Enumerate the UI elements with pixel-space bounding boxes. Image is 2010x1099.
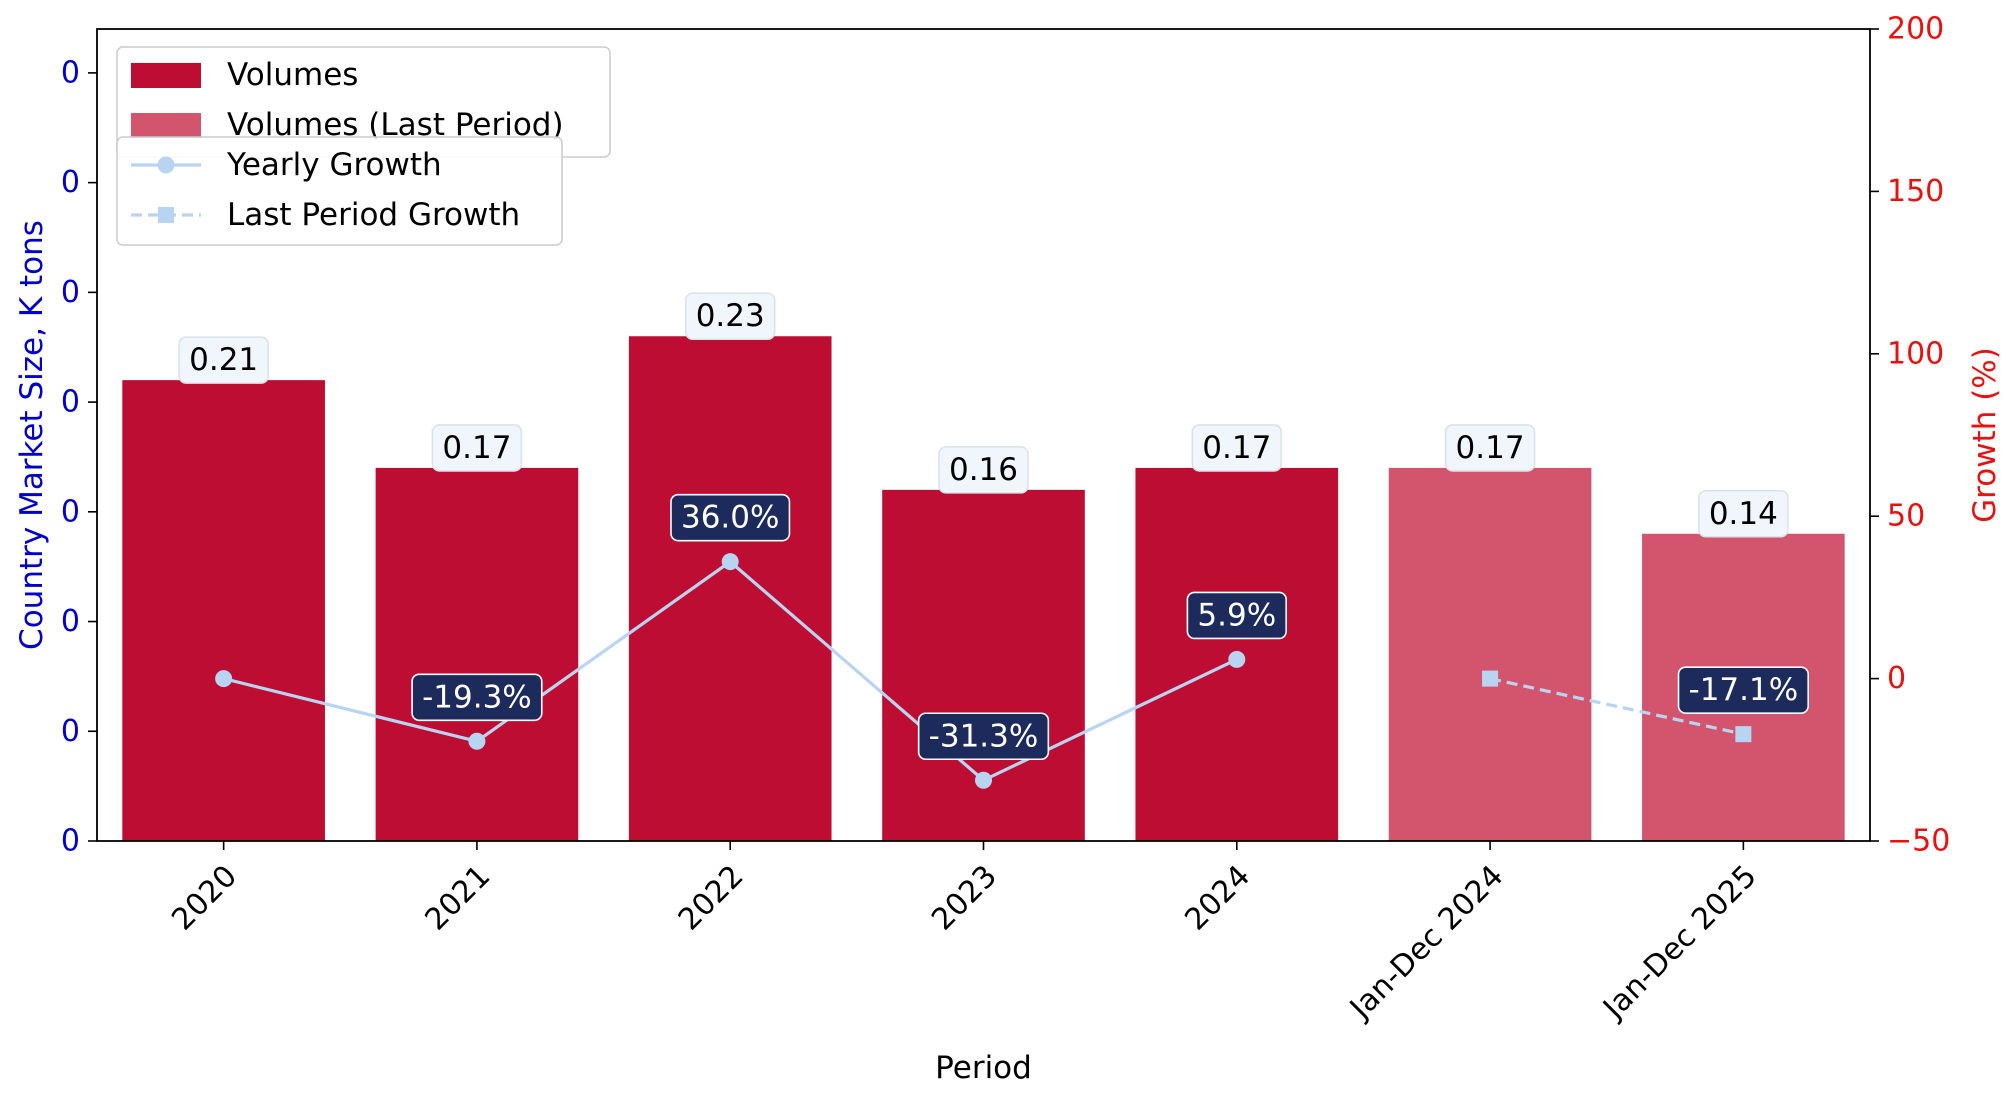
x-tick-label: 2023 (925, 859, 1004, 938)
lines-layer (215, 553, 1752, 789)
bar (1388, 467, 1592, 841)
bar-value-label-box (684, 292, 776, 341)
growth-line (1489, 677, 1744, 736)
bar-value-label-box (1191, 424, 1283, 472)
x-tick-label: 2022 (672, 859, 751, 938)
growth-value-label-box (917, 712, 1050, 761)
labels-layer: 0.21 0.17 0.23 0.16 0.17 0.17 0.14 -19.3% 36.0% -… (178, 292, 1809, 761)
x-tick-label: 2020 (165, 859, 244, 938)
growth-value-label: -17.1% (1677, 666, 1809, 714)
y-tick-label: 0 (61, 824, 80, 859)
legend-marker (158, 207, 174, 223)
x-tick-label: 2024 (1178, 859, 1257, 938)
bar-value-label: 0.17 (1191, 424, 1283, 472)
bar (375, 467, 579, 841)
bar-value-label-box (431, 424, 523, 472)
y-tick-label: 0 (61, 604, 80, 639)
growth-point (468, 732, 486, 750)
x-tick-label: Jan-Dec 2025 (1595, 859, 1763, 1027)
growth-value-label-box (670, 493, 791, 542)
y-tick-label: 0 (61, 714, 80, 749)
growth-value-label-box (1677, 666, 1809, 714)
growth-value-label-text: -19.3% (422, 679, 532, 715)
legend-box (116, 136, 563, 246)
legend-swatch (131, 113, 201, 138)
legend-label: Yearly Growth (226, 147, 442, 183)
y-right-tick-label: 0 (1887, 661, 1906, 696)
growth-point (975, 771, 992, 789)
x-axis-title: Period (935, 1050, 1032, 1086)
x-tick-label: 2021 (419, 859, 498, 938)
growth-point (1482, 670, 1499, 687)
y-tick-label: 0 (61, 385, 80, 420)
bars-layer (122, 336, 1845, 841)
growth-value-label: -31.3% (917, 712, 1050, 761)
y-right-axis-title: Growth (%) (1967, 347, 2003, 523)
y-tick-label: 0 (61, 275, 80, 310)
bar-value-label: 0.16 (938, 446, 1029, 494)
bar-value-label-box (1698, 489, 1789, 538)
growth-value-label: -19.3% (411, 673, 543, 722)
legend-label: Last Period Growth (227, 197, 520, 233)
bar (122, 380, 325, 841)
x-tick-label: Jan-Dec 2024 (1342, 859, 1510, 1027)
bar-value-label: 0.17 (1444, 424, 1536, 472)
bar-value-label: 0.21 (178, 336, 269, 384)
y-right-tick-label: 200 (1887, 12, 1944, 47)
growth-value-label-text: -17.1% (1689, 672, 1799, 708)
growth-point (215, 670, 233, 688)
bar-value-label-box (1444, 424, 1536, 472)
bar-value-label: 0.23 (684, 292, 776, 341)
legend-swatch (131, 63, 201, 88)
y-axis-title: Country Market Size, K tons (14, 220, 50, 650)
bar-value-label-text: 0.17 (1456, 430, 1525, 466)
y-tick-label: 0 (61, 165, 80, 200)
growth-point (1228, 650, 1246, 668)
growth-value-label-text: -31.3% (929, 718, 1039, 754)
bar-value-label: 0.14 (1698, 489, 1789, 538)
growth-value-label: 36.0% (670, 493, 791, 542)
legend-label: Volumes (227, 57, 358, 93)
bar-value-label: 0.17 (431, 424, 523, 472)
y-right-tick-label: 150 (1887, 174, 1944, 209)
y-tick-label: 0 (61, 55, 80, 90)
y-right-tick-label: 50 (1887, 499, 1925, 534)
growth-value-label-text: 5.9% (1197, 597, 1276, 633)
bar-value-label-box (178, 336, 269, 384)
bar-value-label-text: 0.17 (442, 430, 511, 466)
growth-value-label-box (411, 673, 543, 722)
growth-point (721, 553, 739, 571)
bar-value-label-box (938, 446, 1029, 494)
bar-value-label-text: 0.17 (1202, 430, 1271, 466)
y-right-tick-label: −50 (1887, 824, 1950, 859)
y-tick-label: 0 (61, 494, 80, 529)
y-right-tick-label: 100 (1887, 336, 1944, 371)
bar-value-label-text: 0.23 (696, 298, 765, 334)
bar-value-label-text: 0.16 (949, 452, 1018, 488)
growth-point (1735, 726, 1752, 743)
legend-lines: Yearly Growth Last Period Growth (116, 136, 563, 246)
legend-marker (157, 156, 175, 174)
bar (628, 336, 832, 841)
bar-value-label-text: 0.14 (1709, 496, 1778, 532)
growth-value-label-box (1186, 591, 1287, 640)
growth-value-label-text: 36.0% (681, 500, 779, 536)
bar-value-label-text: 0.21 (189, 342, 258, 378)
growth-value-label: 5.9% (1186, 591, 1287, 640)
